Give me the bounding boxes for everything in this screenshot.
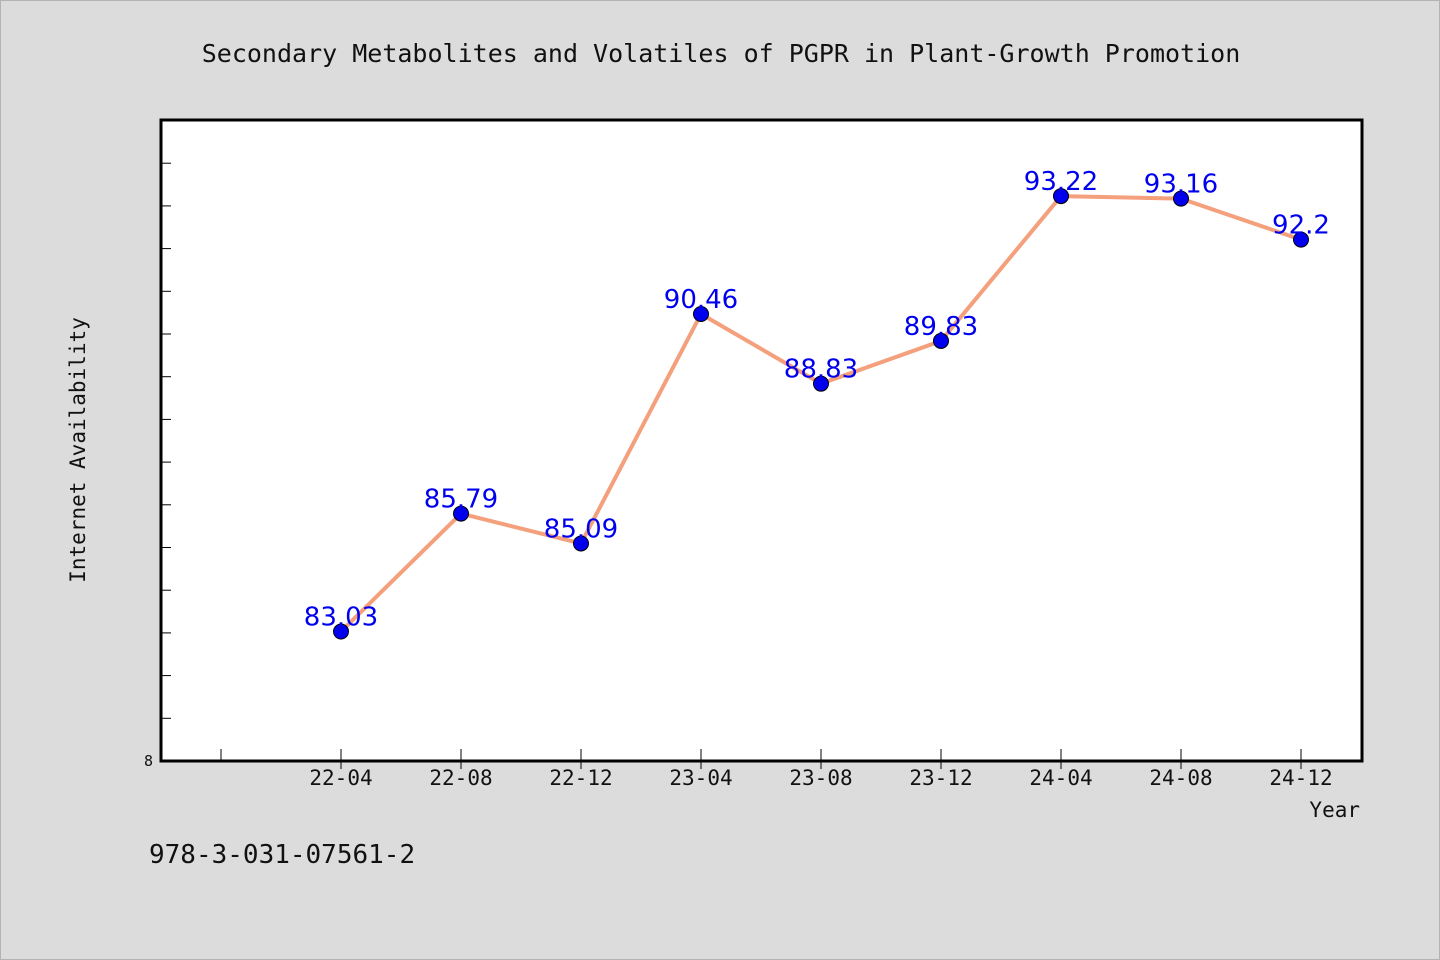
- x-axis-title: Year: [1309, 798, 1360, 822]
- x-tick-label: 22-08: [429, 766, 492, 790]
- x-tick-label: 24-04: [1029, 766, 1092, 790]
- series-layer: 83.03 85.79 85.09 90.46 88.83 89.83 93.22 93.16…: [304, 167, 1330, 640]
- y-tick-label: 8: [144, 752, 153, 770]
- data-label: 85.79: [424, 485, 498, 515]
- x-axis-ticks: 22-04 22-08 22-12 23-04 23-08 23-12 24-04 24-08…: [220, 749, 1333, 790]
- data-label: 85.09: [544, 514, 618, 544]
- data-point: [453, 505, 469, 522]
- data-label: 93.22: [1024, 167, 1098, 197]
- y-axis-ticks: [161, 162, 171, 719]
- data-label: 92.2: [1272, 211, 1330, 241]
- data-point: [933, 332, 949, 349]
- x-tick-label: 23-12: [909, 766, 972, 790]
- x-tick-label: 24-12: [1269, 766, 1332, 790]
- x-tick-label: 24-08: [1149, 766, 1212, 790]
- x-tick-label: 22-12: [549, 766, 612, 790]
- data-point: [1053, 188, 1069, 205]
- plot-area: [159, 118, 1364, 763]
- data-point: [1293, 231, 1309, 248]
- data-label: 93.16: [1144, 170, 1218, 200]
- data-point: [693, 306, 709, 323]
- data-label: 83.03: [304, 603, 378, 633]
- footer-identifier: 978-3-031-07561-2: [149, 840, 415, 870]
- data-point: [333, 623, 349, 640]
- data-label: 89.83: [904, 312, 978, 342]
- data-label: 88.83: [784, 355, 858, 385]
- data-point: [813, 375, 829, 392]
- data-point: [573, 535, 589, 552]
- data-label: 90.46: [664, 285, 738, 315]
- y-axis-title: Internet Availability: [66, 317, 90, 583]
- x-tick-label: 23-04: [669, 766, 732, 790]
- x-tick-label: 23-08: [789, 766, 852, 790]
- chart-title: Secondary Metabolites and Volatiles of P…: [202, 39, 1241, 68]
- x-tick-label: 22-04: [309, 766, 372, 790]
- data-point: [1173, 190, 1189, 207]
